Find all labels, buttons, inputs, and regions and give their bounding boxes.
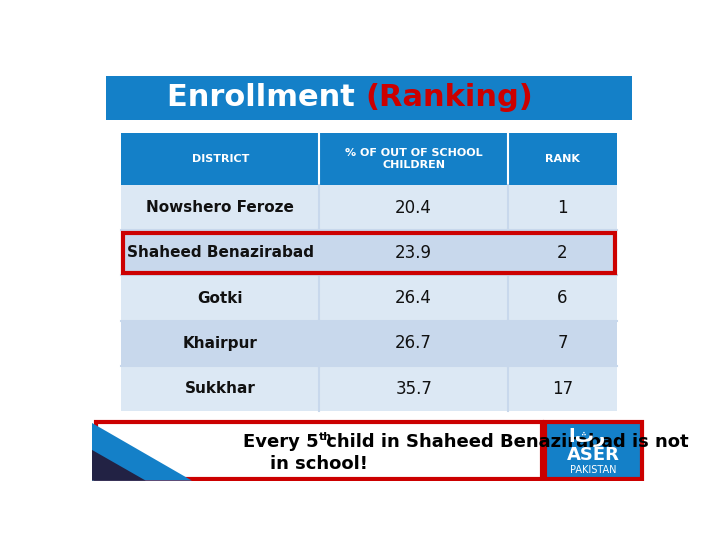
Text: th: th <box>319 432 332 442</box>
Text: 2: 2 <box>557 244 567 262</box>
Text: RANK: RANK <box>545 154 580 164</box>
Bar <box>121 275 617 321</box>
Text: in school!: in school! <box>270 455 368 473</box>
Text: Enrollment: Enrollment <box>166 83 365 112</box>
Bar <box>544 422 642 479</box>
Text: 1: 1 <box>557 199 567 217</box>
Text: % OF OUT OF SCHOOL
CHILDREN: % OF OUT OF SCHOOL CHILDREN <box>345 148 482 170</box>
Text: ASER: ASER <box>567 447 620 464</box>
Text: 20.4: 20.4 <box>395 199 432 217</box>
Text: (Ranking): (Ranking) <box>365 83 533 112</box>
Text: 35.7: 35.7 <box>395 380 432 397</box>
Text: child in Shaheed Benazirabad is not: child in Shaheed Benazirabad is not <box>320 433 689 450</box>
Bar <box>121 321 617 366</box>
Polygon shape <box>92 450 145 481</box>
Bar <box>123 233 615 273</box>
Bar <box>121 132 617 411</box>
Text: 6: 6 <box>557 289 567 307</box>
Bar <box>121 132 617 185</box>
Bar <box>96 422 542 479</box>
Text: 26.4: 26.4 <box>395 289 432 307</box>
Bar <box>121 230 617 275</box>
Text: Sukkhar: Sukkhar <box>185 381 256 396</box>
Bar <box>121 185 617 230</box>
Text: PAKISTAN: PAKISTAN <box>570 465 617 475</box>
Text: Gotki: Gotki <box>197 291 243 306</box>
Bar <box>106 76 632 120</box>
Text: 23.9: 23.9 <box>395 244 432 262</box>
Text: DISTRICT: DISTRICT <box>192 154 249 164</box>
Polygon shape <box>92 423 192 481</box>
Text: Nowshero Feroze: Nowshero Feroze <box>146 200 294 215</box>
Text: 7: 7 <box>557 334 567 353</box>
Bar <box>121 366 617 411</box>
Text: Shaheed Benazirabad: Shaheed Benazirabad <box>127 245 314 260</box>
Text: 17: 17 <box>552 380 573 397</box>
Text: 26.7: 26.7 <box>395 334 432 353</box>
Text: Khairpur: Khairpur <box>183 336 258 351</box>
Text: Every 5: Every 5 <box>243 433 319 450</box>
Bar <box>92 421 647 481</box>
Text: اثر: اثر <box>569 428 606 447</box>
